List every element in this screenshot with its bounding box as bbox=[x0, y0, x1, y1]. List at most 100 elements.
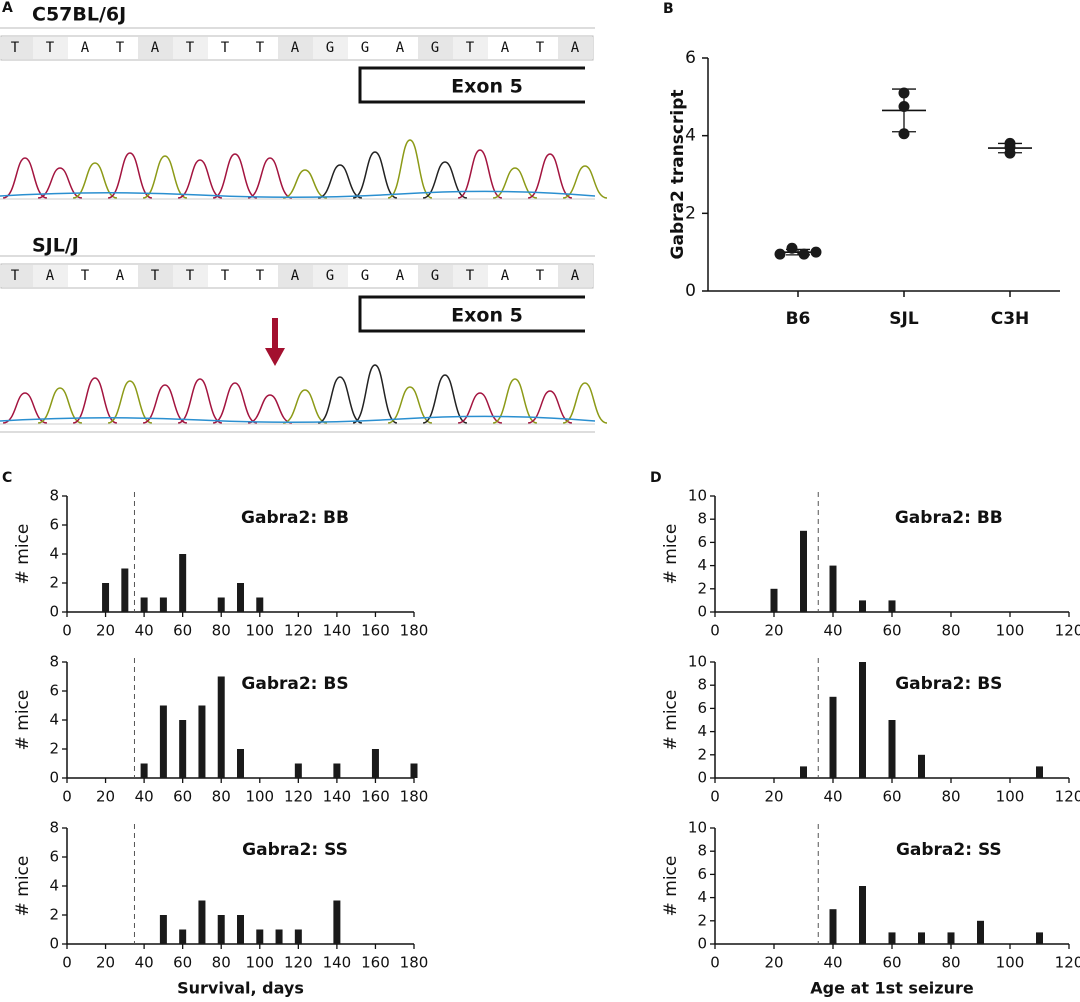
y-tick-label: 6 bbox=[697, 699, 707, 717]
base: A bbox=[291, 40, 300, 56]
base: T bbox=[46, 40, 55, 56]
x-tick-label: 80 bbox=[212, 788, 231, 806]
x-tick-label: C3H bbox=[991, 309, 1030, 329]
base: T bbox=[256, 40, 265, 56]
base: G bbox=[361, 268, 369, 284]
x-tick-label: 80 bbox=[941, 788, 960, 806]
exon-box bbox=[358, 66, 585, 104]
bar bbox=[333, 763, 341, 778]
y-axis-label: # mice bbox=[661, 856, 681, 917]
x-tick-label: 20 bbox=[764, 788, 783, 806]
bar bbox=[829, 565, 837, 612]
trace-peak bbox=[212, 153, 258, 199]
annotation: Gabra2: BB bbox=[241, 508, 349, 528]
y-tick-label: 10 bbox=[688, 819, 707, 837]
x-tick-label: 100 bbox=[245, 622, 274, 640]
base: T bbox=[11, 268, 20, 284]
bar bbox=[888, 720, 896, 778]
x-tick-label: 0 bbox=[710, 954, 720, 972]
bar bbox=[829, 909, 837, 944]
x-axis-label: Age at 1st seizure bbox=[810, 979, 974, 998]
base: T bbox=[466, 268, 475, 284]
x-tick-label: 20 bbox=[764, 622, 783, 640]
y-tick-label: 2 bbox=[49, 906, 59, 924]
base-cell bbox=[418, 37, 453, 59]
y-tick-label: 10 bbox=[688, 487, 707, 505]
x-tick-label: 40 bbox=[823, 954, 842, 972]
x-tick-label: 80 bbox=[212, 622, 231, 640]
trace-peak bbox=[212, 382, 258, 424]
y-tick-label: 4 bbox=[697, 722, 707, 740]
trace-peak bbox=[2, 157, 48, 199]
annotation: Gabra2: SS bbox=[896, 840, 1002, 860]
data-point bbox=[798, 248, 810, 260]
bar bbox=[888, 932, 896, 944]
base: T bbox=[186, 40, 195, 56]
base-cell bbox=[0, 265, 33, 287]
base: A bbox=[501, 40, 510, 56]
y-tick-label: 0 bbox=[697, 935, 707, 953]
base-cell bbox=[418, 265, 453, 287]
bar bbox=[859, 600, 866, 612]
bar bbox=[888, 600, 896, 612]
y-tick-label: 0 bbox=[49, 769, 59, 787]
base: T bbox=[536, 268, 545, 284]
base-cell bbox=[138, 37, 173, 59]
x-tick-label: 80 bbox=[941, 954, 960, 972]
base: A bbox=[571, 268, 580, 284]
y-axis-label: Gabra2 transcript bbox=[668, 90, 688, 260]
base: A bbox=[571, 40, 580, 56]
trace-peak bbox=[177, 378, 223, 424]
annotation: Gabra2: SS bbox=[242, 840, 348, 860]
trace-peak bbox=[527, 390, 573, 424]
data-point bbox=[898, 87, 910, 99]
trace-noise bbox=[0, 415, 596, 424]
trace-peak bbox=[387, 386, 433, 424]
trace-peak bbox=[352, 151, 398, 199]
y-tick-label: 2 bbox=[697, 745, 707, 763]
y-tick-label: 6 bbox=[49, 516, 59, 534]
trace-peak bbox=[422, 374, 468, 424]
x-tick-label: 20 bbox=[764, 954, 783, 972]
base: T bbox=[81, 268, 90, 284]
sample-name: SJL/J bbox=[32, 235, 79, 257]
x-tick-label: 120 bbox=[1055, 622, 1080, 640]
x-tick-label: 40 bbox=[135, 788, 154, 806]
y-tick-label: 4 bbox=[697, 556, 707, 574]
base: A bbox=[116, 268, 125, 284]
trace-peak bbox=[527, 153, 573, 199]
bar bbox=[294, 929, 302, 944]
bar bbox=[410, 763, 418, 778]
base-cell bbox=[33, 37, 68, 59]
bar bbox=[333, 900, 341, 944]
base: T bbox=[116, 40, 125, 56]
sample-name: C57BL/6J bbox=[32, 4, 126, 26]
y-axis-label: # mice bbox=[13, 690, 33, 751]
bar bbox=[179, 554, 187, 612]
x-tick-label: 60 bbox=[173, 954, 192, 972]
annotation: Gabra2: BB bbox=[895, 508, 1003, 528]
x-tick-label: 40 bbox=[135, 954, 154, 972]
base-cell bbox=[173, 265, 208, 287]
y-tick-label: 8 bbox=[697, 842, 707, 860]
x-tick-label: 120 bbox=[284, 788, 313, 806]
y-axis-label: # mice bbox=[13, 856, 33, 917]
base: G bbox=[361, 40, 369, 56]
y-tick-label: 2 bbox=[49, 740, 59, 758]
x-tick-label: SJL bbox=[889, 309, 919, 329]
x-tick-label: 160 bbox=[361, 788, 390, 806]
base-cell bbox=[313, 37, 348, 59]
y-tick-label: 8 bbox=[49, 819, 59, 837]
trace-peak bbox=[492, 378, 538, 424]
y-axis-label: # mice bbox=[661, 524, 681, 585]
trace-peak bbox=[107, 152, 153, 199]
x-tick-label: 0 bbox=[710, 788, 720, 806]
x-tick-label: 140 bbox=[323, 788, 352, 806]
bar bbox=[217, 676, 225, 778]
bar bbox=[179, 720, 187, 778]
y-tick-label: 10 bbox=[688, 653, 707, 671]
trace-peak bbox=[72, 377, 118, 424]
y-tick-label: 6 bbox=[49, 848, 59, 866]
